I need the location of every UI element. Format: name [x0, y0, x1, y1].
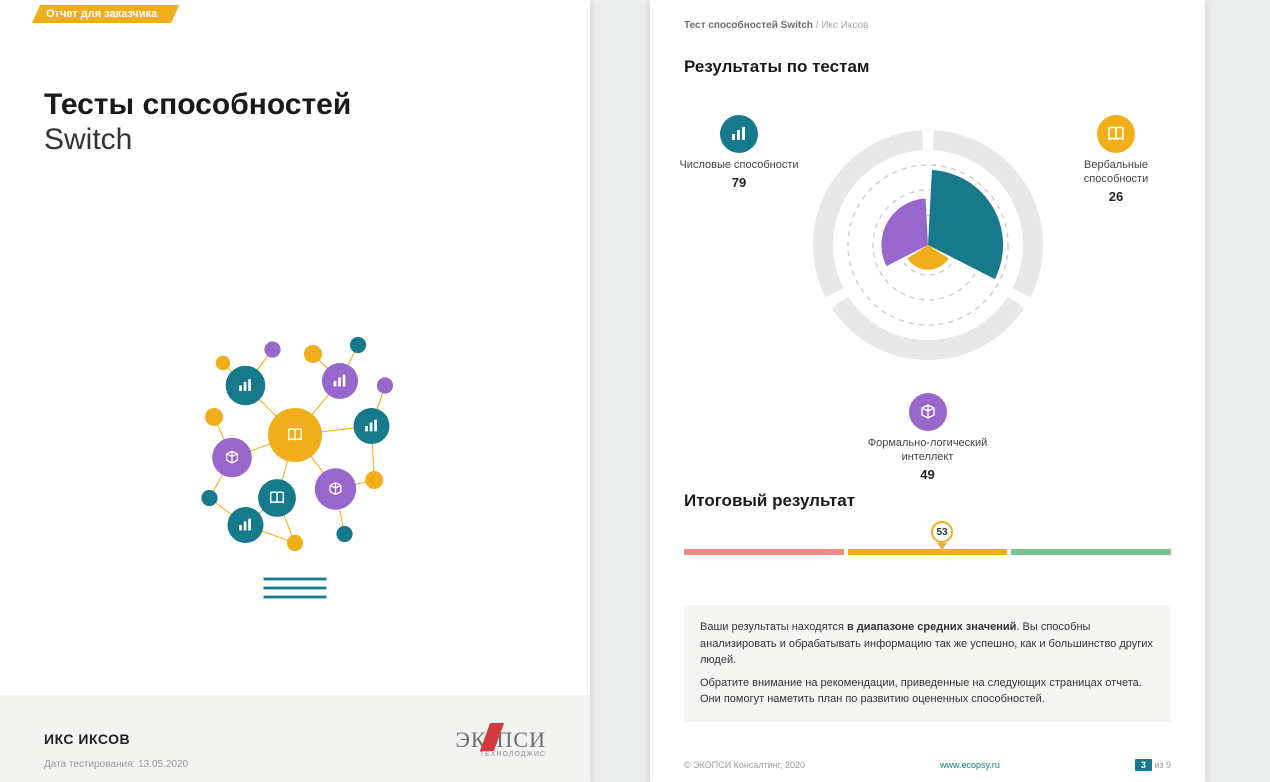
crumb-main: Тест способностей Switch [684, 20, 813, 31]
metric-numeric-value: 79 [674, 175, 804, 190]
title-line1: Тесты способностей [44, 88, 546, 123]
test-date: Дата тестирования: 13.05.2020 [44, 759, 188, 770]
brand-logo: ЭК ПСИ ТЕХНОЛОДЖИС [455, 719, 546, 758]
final-marker: 53 [931, 521, 953, 550]
metric-numeric-label: Числовые способности [674, 159, 804, 173]
final-value: 53 [931, 521, 953, 543]
results-page: Тест способностей Switch / Икс Иксов Рез… [650, 0, 1205, 782]
metric-logic-label: Формально-логический интеллект [863, 437, 993, 465]
metric-verbal-value: 26 [1051, 189, 1181, 204]
footer-page: 3 из 9 [1135, 760, 1171, 770]
radar-chart [808, 125, 1048, 365]
cover-page: Отчет для заказчика Тесты способностей S… [0, 0, 590, 782]
note-p2: Обратите внимание на рекомендации, приве… [700, 675, 1155, 708]
metric-numeric: Числовые способности 79 [674, 115, 804, 190]
bars-icon [720, 115, 758, 153]
metric-verbal: Вербальные способности 26 [1051, 115, 1181, 204]
book-icon [1097, 115, 1135, 153]
results-heading: Результаты по тестам [684, 57, 1171, 77]
page-number: 3 [1135, 759, 1152, 771]
footer-url: www.ecopsy.ru [940, 760, 1000, 770]
marker-pin-icon [937, 543, 947, 550]
crumb-tail: / Икс Иксов [813, 20, 868, 31]
final-note: Ваши результаты находятся в диапазоне ср… [684, 605, 1171, 722]
scale-bars [684, 549, 1171, 555]
person-name: ИКС ИКСОВ [44, 731, 130, 747]
footer-copyright: © ЭКОПСИ Консалтинг, 2020 [684, 760, 805, 770]
final-scale: 53 [684, 549, 1171, 579]
final-heading: Итоговый результат [684, 491, 1171, 511]
brand-part2: ПСИ [497, 727, 546, 753]
cube-icon [909, 393, 947, 431]
metric-verbal-label: Вербальные способности [1051, 159, 1181, 187]
metric-logic: Формально-логический интеллект 49 [863, 393, 993, 482]
radar-area: Числовые способности 79 Вербальные спосо… [684, 81, 1171, 481]
title-block: Тесты способностей Switch [0, 0, 590, 157]
metric-logic-value: 49 [863, 467, 993, 482]
note-p1: Ваши результаты находятся в диапазоне ср… [700, 619, 1155, 669]
bulb-svg [145, 246, 445, 606]
title-line2: Switch [44, 123, 546, 157]
report-badge: Отчет для заказчика [32, 5, 179, 23]
page-footer: © ЭКОПСИ Консалтинг, 2020 www.ecopsy.ru … [684, 750, 1171, 770]
page-total: из 9 [1152, 760, 1171, 770]
breadcrumb: Тест способностей Switch / Икс Иксов [684, 20, 1171, 31]
bulb-graphic [0, 157, 590, 696]
